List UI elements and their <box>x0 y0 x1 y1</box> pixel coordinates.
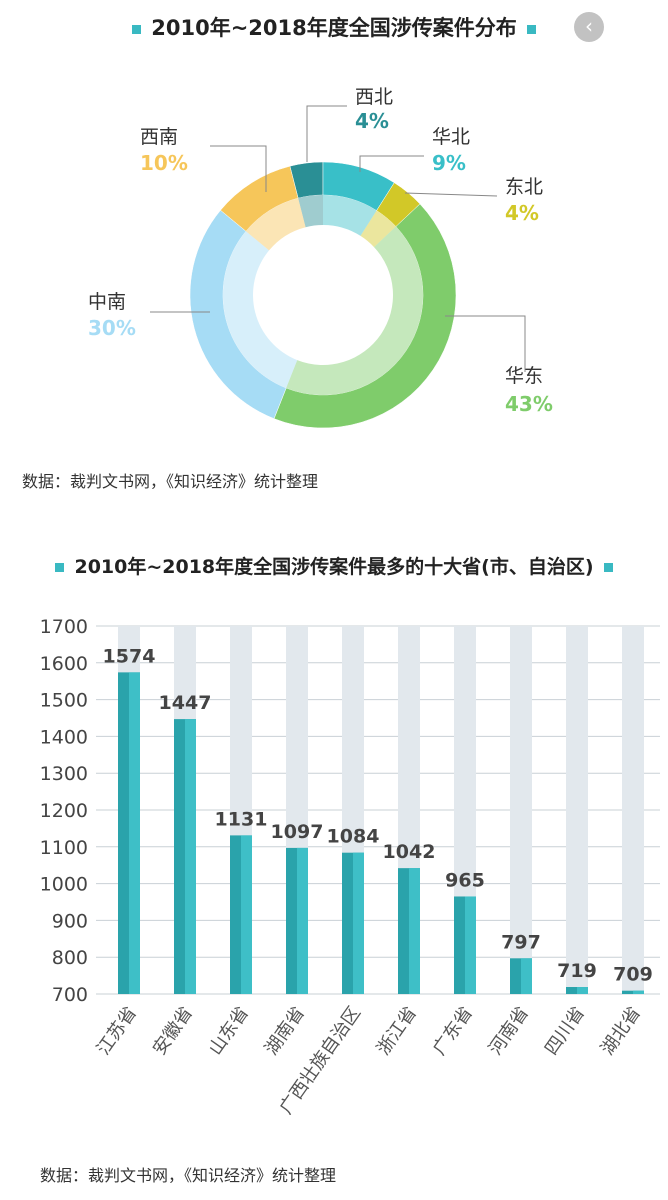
y-tick-label-5: 1200 <box>40 800 88 822</box>
bar-value-label-9: 709 <box>613 964 653 986</box>
bar-chart-title: 2010年~2018年度全国涉传案件最多的十大省(市、自治区) <box>0 552 668 579</box>
x-tick-label-3: 湖南省 <box>261 1003 309 1059</box>
bar-value-label-0: 1574 <box>103 645 156 667</box>
y-tick-label-6: 1300 <box>40 763 88 785</box>
bar-highlight-7 <box>521 958 532 994</box>
donut-slice-inner-0 <box>298 195 323 228</box>
y-tick-label-1: 800 <box>52 947 88 969</box>
donut-label-2: 东北 <box>505 176 543 198</box>
donut-value-5: 10% <box>140 151 188 175</box>
bar-highlight-9 <box>633 990 644 994</box>
bar-value-label-4: 1084 <box>327 826 380 848</box>
bar-value-label-3: 1097 <box>271 821 324 843</box>
x-tick-label-8: 四川省 <box>541 1003 589 1059</box>
donut-value-0: 4% <box>355 109 389 133</box>
bar-highlight-6 <box>465 896 476 994</box>
donut-slice-inner-3 <box>286 226 423 395</box>
x-tick-label-9: 湖北省 <box>597 1003 645 1059</box>
y-tick-label-4: 1100 <box>40 837 88 859</box>
donut-leader-line-2 <box>404 192 498 197</box>
bar-value-label-8: 719 <box>557 960 597 982</box>
bar-value-label-5: 1042 <box>383 841 436 863</box>
donut-value-4: 30% <box>88 316 136 340</box>
y-tick-label-0: 700 <box>52 984 88 1006</box>
donut-slice-inner-5 <box>245 198 306 251</box>
donut-leader-line-5 <box>210 145 267 192</box>
bar-track-9 <box>622 626 644 994</box>
donut-value-1: 9% <box>432 151 466 175</box>
x-tick-label-5: 浙江省 <box>373 1003 421 1059</box>
bar-value-label-2: 1131 <box>215 808 268 830</box>
x-tick-label-1: 安徽省 <box>149 1003 197 1059</box>
donut-leader-line-3 <box>445 315 526 372</box>
y-tick-label-10: 1700 <box>40 616 88 638</box>
bar-highlight-8 <box>577 987 588 994</box>
title-marker-left <box>55 563 65 572</box>
donut-chart-title: 2010年~2018年度全国涉传案件分布 <box>0 12 668 42</box>
donut-source: 数据：裁判文书网，《知识经济》统计整理 <box>22 472 319 491</box>
bar-highlight-2 <box>241 835 252 994</box>
bar-value-label-1: 1447 <box>159 692 212 714</box>
bar-track-7 <box>510 626 532 994</box>
donut-value-2: 4% <box>505 201 539 225</box>
x-tick-label-2: 山东省 <box>205 1003 253 1059</box>
donut-slice-inner-1 <box>323 195 377 236</box>
donut-slice-outer-5 <box>220 165 299 232</box>
title-marker-left <box>132 24 142 34</box>
bar-highlight-5 <box>409 868 420 994</box>
donut-label-1: 华北 <box>432 126 470 148</box>
donut-slice-inner-2 <box>360 210 396 248</box>
y-tick-label-2: 900 <box>52 910 88 932</box>
bar-source: 数据：裁判文书网，《知识经济》统计整理 <box>40 1166 337 1185</box>
y-tick-label-8: 1500 <box>40 690 88 712</box>
donut-slice-outer-4 <box>189 209 287 419</box>
y-tick-label-3: 1000 <box>40 874 88 896</box>
bar-chart: 700 800 900 1000 1100 1200 1300 1400 1500 1600 170… <box>40 616 660 1118</box>
y-tick-label-7: 1400 <box>40 726 88 748</box>
bar-highlight-4 <box>353 852 364 994</box>
donut-label-5: 西南 <box>140 126 178 148</box>
bar-track-8 <box>566 626 588 994</box>
donut-label-3: 华东 <box>505 365 543 387</box>
title-marker-right <box>603 563 613 572</box>
donut-label-4: 中南 <box>88 291 126 313</box>
donut-label-0: 西北 <box>355 86 393 108</box>
donut-slice-inner-4 <box>223 231 298 388</box>
title-marker-right <box>526 24 536 34</box>
x-tick-label-7: 河南省 <box>485 1003 533 1059</box>
donut-leader-line-0 <box>306 105 347 162</box>
donut-value-3: 43% <box>505 392 553 416</box>
back-button[interactable]: ‹ <box>574 12 604 42</box>
bar-highlight-0 <box>129 672 140 994</box>
chevron-left-icon: ‹ <box>585 14 593 38</box>
bar-value-label-7: 797 <box>501 931 541 953</box>
x-tick-label-0: 江苏省 <box>93 1003 141 1059</box>
bar-highlight-1 <box>185 719 196 994</box>
bar-highlight-3 <box>297 847 308 994</box>
donut-leader-line-1 <box>359 155 424 172</box>
bar-value-label-6: 965 <box>445 869 485 891</box>
y-tick-label-9: 1600 <box>40 653 88 675</box>
donut-slice-outer-3 <box>273 203 457 429</box>
x-tick-label-6: 广东省 <box>429 1003 477 1059</box>
